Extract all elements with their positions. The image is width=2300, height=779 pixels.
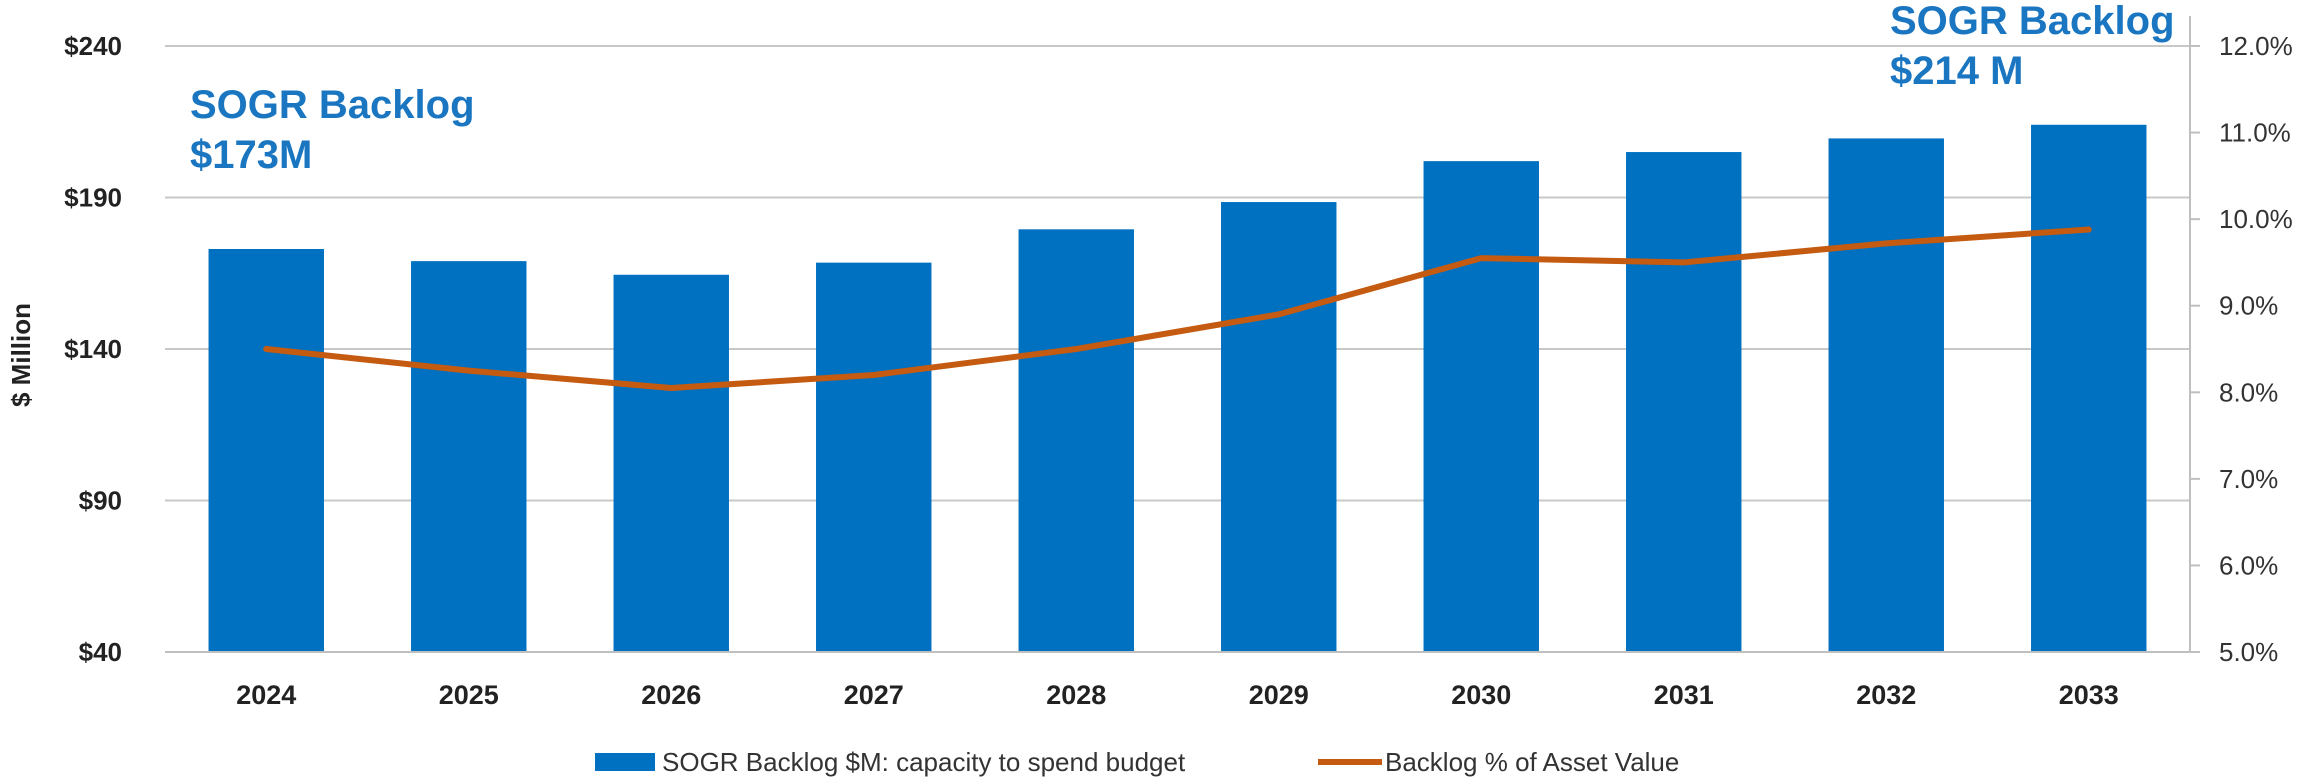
y-axis-label: $ Million	[6, 303, 36, 407]
bar-2030	[1423, 161, 1539, 652]
line-point-2027	[872, 373, 875, 376]
x-tick-label: 2032	[1856, 680, 1916, 710]
line-point-2029	[1277, 313, 1280, 316]
line-point-2033	[2087, 228, 2090, 231]
bar-2024	[208, 249, 324, 652]
legend-swatch-bars	[595, 753, 655, 771]
left-tick-label: $40	[79, 637, 122, 667]
axes	[165, 16, 2200, 653]
right-tick-label: 12.0%	[2219, 31, 2293, 61]
right-tick-label: 9.0%	[2219, 291, 2278, 321]
line-backlog-percent	[263, 226, 2092, 391]
bar-2027	[816, 262, 932, 652]
left-tick-label: $190	[64, 183, 122, 213]
legend: SOGR Backlog $M: capacity to spend budge…	[595, 747, 1679, 777]
bar-2032	[1828, 138, 1944, 653]
line-point-2025	[467, 369, 470, 372]
right-tick-label: 7.0%	[2219, 464, 2278, 494]
legend-label-bars: SOGR Backlog $M: capacity to spend budge…	[662, 747, 1186, 777]
bar-2031	[1626, 152, 1742, 653]
x-tick-label: 2028	[1046, 680, 1106, 710]
bar-2033	[2031, 124, 2147, 652]
annotations: SOGR Backlog $173M SOGR Backlog $214 M	[190, 0, 2175, 177]
x-tick-label: 2024	[236, 680, 296, 710]
x-tick-label: 2031	[1654, 680, 1714, 710]
x-tick-label: 2033	[2059, 680, 2119, 710]
right-tick-label: 6.0%	[2219, 550, 2278, 580]
annotation-2024-line2: $173M	[190, 133, 312, 177]
legend-label-line: Backlog % of Asset Value	[1385, 747, 1679, 777]
left-tick-label: $90	[79, 486, 122, 516]
bar-2028	[1018, 229, 1134, 652]
right-tick-label: 8.0%	[2219, 377, 2278, 407]
x-tick-label: 2029	[1249, 680, 1309, 710]
line-point-2024	[265, 348, 268, 350]
left-axis-ticks: $40 $90 $140 $190 $240	[64, 31, 122, 667]
right-axis-ticks: 5.0% 6.0% 7.0% 8.0% 9.0% 10.0% 11.0% 12.0%	[2219, 31, 2293, 667]
left-tick-label: $140	[64, 334, 122, 364]
x-tick-label: 2026	[641, 680, 701, 710]
bar-2025	[411, 261, 527, 652]
x-tick-label: 2030	[1451, 680, 1511, 710]
annotation-2033-line2: $214 M	[1890, 49, 2023, 93]
line-point-2026	[670, 386, 673, 389]
bar-2029	[1221, 202, 1337, 653]
x-axis-ticks: 2024 2025 2026 2027 2028 2029 2030 2031 2032 2033	[236, 680, 2119, 710]
x-tick-label: 2025	[439, 680, 499, 710]
annotation-2024-line1: SOGR Backlog	[190, 83, 475, 127]
right-tick-label: 10.0%	[2219, 204, 2293, 234]
right-tick-label: 5.0%	[2219, 637, 2278, 667]
line-point-2031	[1682, 261, 1685, 264]
bar-series	[208, 124, 2147, 653]
left-tick-label: $240	[64, 31, 122, 61]
line-point-2028	[1075, 348, 1078, 350]
line-series	[263, 226, 2092, 391]
line-point-2032	[1885, 242, 1888, 245]
annotation-2033-line1: SOGR Backlog	[1890, 0, 2175, 43]
line-point-2030	[1480, 257, 1483, 260]
bar-2026	[613, 274, 729, 652]
right-tick-label: 11.0%	[2219, 118, 2291, 148]
x-tick-label: 2027	[844, 680, 904, 710]
